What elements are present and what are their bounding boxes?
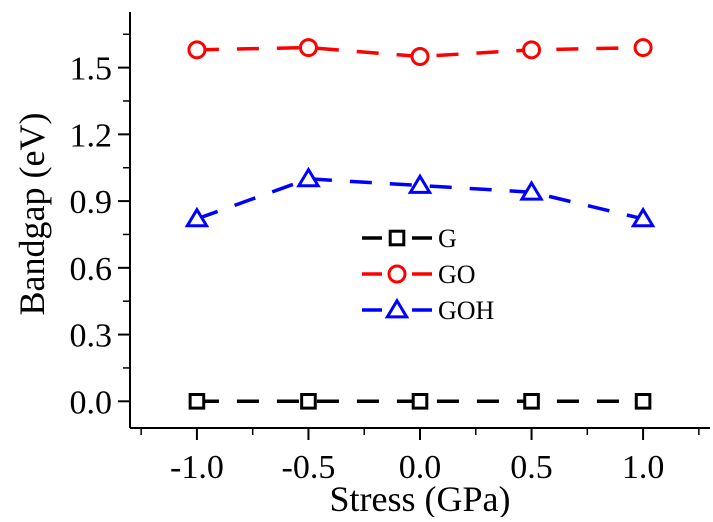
legend-g-marker	[388, 229, 406, 247]
legend-item-goh: GOH	[362, 296, 495, 325]
series-g-point	[300, 393, 317, 410]
y-tick-label: 1.5	[70, 51, 113, 88]
series-goh	[184, 166, 656, 228]
x-tick-label: -0.5	[282, 449, 336, 486]
series-go	[187, 38, 653, 66]
series-go-line	[196, 45, 644, 59]
series-go-point	[522, 40, 542, 60]
legend-item-g: G	[362, 224, 457, 253]
legend-goh-marker	[384, 297, 410, 319]
legend-layer: G GO GOH	[362, 224, 495, 325]
y-tick-label: 0.3	[70, 318, 113, 355]
series-g	[188, 393, 652, 410]
series-g-point	[634, 393, 652, 410]
y-tick-label: 1.2	[70, 117, 113, 154]
series-goh-point	[519, 180, 544, 201]
legend-g-label: G	[438, 224, 457, 253]
series-go-point	[298, 38, 318, 58]
legend-go-marker	[387, 264, 407, 284]
legend-goh-label: GOH	[438, 296, 495, 325]
y-tick-label: 0.6	[70, 251, 113, 288]
series-go-point	[187, 40, 207, 60]
axes-layer: -1.0 -0.5 0.0 0.5 1.0 0.0 0.3 0.6 0.9 1.2 1.5	[70, 12, 710, 486]
series-goh-line	[196, 177, 644, 221]
series-goh-point	[296, 166, 321, 188]
series-goh-point	[407, 173, 433, 194]
x-tick-label: 0.0	[399, 449, 442, 486]
x-tick-label: 1.0	[622, 449, 665, 486]
series-goh-point	[630, 206, 656, 228]
y-tick-label: 0.0	[70, 384, 113, 421]
series-g-point	[523, 393, 540, 410]
y-axis-title: Bandgap (eV)	[12, 113, 52, 316]
x-tick-label: -1.0	[170, 449, 224, 486]
x-tick-label: 0.5	[510, 449, 553, 486]
series-goh-point	[184, 206, 210, 228]
series-layer	[184, 38, 656, 410]
series-g-point	[411, 393, 429, 410]
series-g-point	[188, 393, 206, 410]
series-go-point	[410, 46, 430, 66]
series-go-point	[633, 38, 653, 58]
y-tick-label: 0.9	[70, 184, 113, 221]
x-axis-title: Stress (GPa)	[330, 479, 511, 517]
legend-item-go: GO	[362, 260, 476, 289]
legend-go-label: GO	[438, 260, 476, 289]
